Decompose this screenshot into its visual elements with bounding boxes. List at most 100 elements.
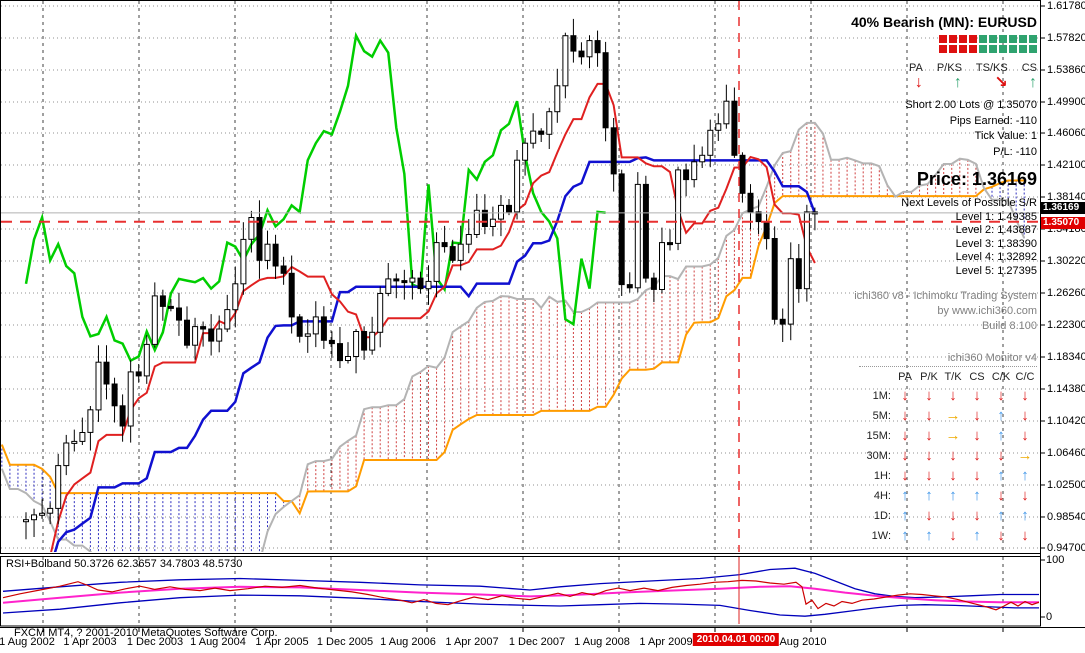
price-axis-label: 1.02500 bbox=[1047, 478, 1085, 491]
monitor-row-label: 4H: bbox=[873, 490, 891, 502]
signal-header: TS/KS bbox=[975, 62, 1008, 74]
bid-price-box: 1.36169 bbox=[1041, 201, 1085, 214]
sentiment-square bbox=[979, 45, 987, 53]
pips-earned-line: Pips Earned: -110 bbox=[949, 114, 1037, 127]
monitor-arrow-down: ↓ bbox=[1021, 427, 1029, 444]
signal-header: CS bbox=[1021, 62, 1037, 74]
monitor-arrow-down: ↓ bbox=[997, 527, 1005, 544]
sentiment-square bbox=[1029, 45, 1037, 53]
monitor-arrow-down: ↓ bbox=[1021, 387, 1029, 404]
signal-arrow-pa: ↓ bbox=[914, 74, 923, 91]
monitor-row-label: 1H: bbox=[873, 470, 891, 482]
sentiment-label: 40% Bearish (MN): EURUSD bbox=[851, 14, 1037, 30]
price-axis-label: 1.61780 bbox=[1047, 0, 1085, 12]
sr-level: Level 2: 1.43887 bbox=[955, 224, 1037, 236]
price-axis-label: 1.18340 bbox=[1047, 350, 1085, 363]
sentiment-square bbox=[999, 35, 1007, 43]
monitor-arrow-down: ↓ bbox=[997, 447, 1005, 464]
time-axis-label: 1 Apr 2005 bbox=[255, 636, 309, 648]
monitor-column-header: C/C bbox=[1015, 371, 1035, 383]
price-axis-label: 0.98540 bbox=[1047, 510, 1085, 523]
branding-line: by www.ichi360.com bbox=[937, 305, 1037, 317]
price-axis-label: 1.10420 bbox=[1047, 414, 1085, 427]
sentiment-square bbox=[959, 45, 967, 53]
time-axis-label: 1 Apr 2003 bbox=[63, 636, 117, 648]
price-axis-label: 1.30220 bbox=[1047, 255, 1085, 267]
time-axis-label: Aug 2010 bbox=[779, 636, 827, 648]
rsi-lower-band-line bbox=[2, 594, 1039, 617]
sentiment-square bbox=[1019, 45, 1027, 53]
ichi360-info-panel: 40% Bearish (MN): EURUSD PA P/KS TS/KS CS ↓ ↑… bbox=[767, 14, 1037, 334]
price-axis-label: 1.46060 bbox=[1047, 127, 1085, 140]
ichi360-branding: ichi360 v8 - Ichimoku Trading System by … bbox=[767, 289, 1037, 334]
sr-level: Level 5: 1.27395 bbox=[955, 264, 1037, 277]
position-line: Short 2.00 Lots @ 1.35070 bbox=[905, 99, 1037, 111]
chikou-span-line bbox=[24, 31, 606, 363]
tick-value-line: Tick Value: 1 bbox=[974, 130, 1037, 142]
monitor-arrow-down: ↓ bbox=[973, 407, 981, 424]
monitor-arrow-up: ↑ bbox=[997, 427, 1005, 444]
current-price-label: Price: 1.36169 bbox=[916, 169, 1037, 189]
monitor-arrow-down: ↓ bbox=[949, 447, 957, 464]
monitor-column-header: C/K bbox=[991, 371, 1011, 383]
senkou-span-b-line bbox=[1, 179, 1025, 516]
price-axis-label: 1.53860 bbox=[1047, 63, 1085, 76]
monitor-arrow-down: ↓ bbox=[997, 387, 1005, 404]
sentiment-square bbox=[969, 35, 977, 43]
monitor-arrow-down: ↓ bbox=[901, 447, 909, 464]
price-axis-label: 1.22300 bbox=[1047, 318, 1085, 331]
rsi-upper-band-line bbox=[2, 567, 1039, 599]
monitor-arrow-down: ↓ bbox=[1021, 407, 1029, 424]
monitor-title: ichi360 Monitor v4 bbox=[859, 352, 1037, 367]
sentiment-square bbox=[999, 45, 1007, 53]
signal-arrow-tsks: ↘ bbox=[994, 74, 1008, 91]
monitor-arrow-right: → bbox=[945, 407, 961, 424]
monitor-arrow-up: ↑ bbox=[973, 487, 981, 504]
monitor-arrow-up: ↑ bbox=[973, 527, 981, 544]
monitor-column-header: CS bbox=[969, 371, 985, 383]
event-timestamp-badge: 2010.04.01 00:00 bbox=[692, 633, 780, 646]
senkou-span-a-line bbox=[1, 121, 1026, 552]
monitor-row-label: 1W: bbox=[871, 530, 891, 542]
monitor-arrow-up: ↑ bbox=[949, 487, 957, 504]
monitor-arrow-right: → bbox=[1017, 447, 1033, 464]
time-axis-label: 1 Aug 2004 bbox=[190, 636, 246, 648]
sr-title: Next Levels of Possible S/R bbox=[901, 197, 1037, 209]
sentiment-square bbox=[939, 45, 947, 53]
monitor-column-header: T/K bbox=[944, 371, 962, 383]
sr-levels-block: Next Levels of Possible S/R Level 1: 1.4… bbox=[767, 197, 1037, 278]
rsi-scale-bottom: 0 bbox=[1046, 611, 1053, 623]
sentiment-squares-row bbox=[767, 35, 1037, 43]
monitor-row-label: 30M: bbox=[866, 450, 891, 462]
monitor-row-label: 1M: bbox=[872, 390, 891, 402]
monitor-arrow-up: ↑ bbox=[901, 507, 909, 524]
monitor-arrow-up: ↑ bbox=[925, 487, 933, 504]
monitor-arrow-down: ↓ bbox=[949, 467, 957, 484]
sentiment-squares bbox=[767, 35, 1037, 53]
monitor-arrow-up: ↑ bbox=[901, 487, 909, 504]
price-axis-label: 1.42100 bbox=[1047, 159, 1085, 171]
branding-line: Build 8.100 bbox=[981, 320, 1037, 332]
price-axis-label: 1.06460 bbox=[1047, 446, 1085, 459]
sr-level: Level 4: 1.32892 bbox=[955, 251, 1037, 263]
sentiment-square bbox=[1009, 35, 1017, 43]
ichi360-monitor-panel: ichi360 Monitor v4 PA P/K T/K CS C/K C/C 1M: ↓ ↓… bbox=[859, 352, 1037, 546]
candles-layer bbox=[23, 18, 818, 540]
time-axis-label: 1 Aug 2008 bbox=[574, 636, 630, 648]
price-axis-label: 0.94700 bbox=[1047, 542, 1085, 554]
monitor-arrow-right: → bbox=[945, 427, 961, 444]
time-axis-label: 1 Dec 2007 bbox=[508, 636, 566, 648]
time-axis-label: 1 Apr 2009 bbox=[639, 636, 693, 648]
sentiment-square bbox=[989, 35, 997, 43]
monitor-arrow-down: ↓ bbox=[901, 467, 909, 484]
sentiment-squares-row bbox=[767, 45, 1037, 53]
price-axis-label: 1.57820 bbox=[1047, 31, 1085, 44]
monitor-arrow-up: ↑ bbox=[925, 527, 933, 544]
price-axis-label: 1.49900 bbox=[1047, 95, 1085, 108]
monitor-row-label: 1D: bbox=[873, 510, 891, 522]
monitor-arrow-down: ↓ bbox=[901, 387, 909, 404]
monitor-arrow-up: ↑ bbox=[1021, 467, 1029, 484]
signal-arrow-pks: ↑ bbox=[953, 74, 962, 91]
monitor-grid: PA P/K T/K CS C/K C/C 1M: ↓ ↓ ↓ ↓ ↓ ↓ 5M: ↓ ↓ → ↓ ↑ ↓ 15M: ↓ ↓… bbox=[859, 369, 1037, 546]
